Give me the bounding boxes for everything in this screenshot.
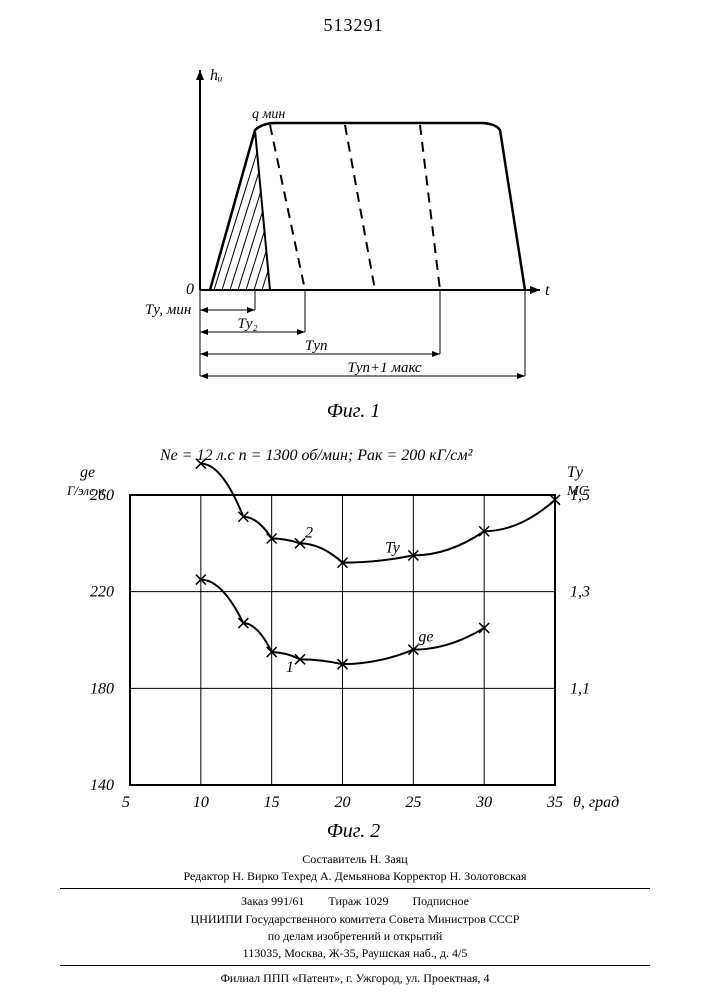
svg-text:θ, град: θ, град bbox=[573, 794, 619, 811]
figure-1-caption: Фиг. 1 bbox=[0, 400, 707, 423]
figure-1-svg: hᵤ t 0 q мин Tу, мин Tу₂ Tуп Tуп+1 макс bbox=[140, 60, 570, 400]
svg-text:MC: MC bbox=[566, 484, 589, 499]
footer-print-info: Заказ 991/61 Тираж 1029 Подписное bbox=[60, 893, 650, 909]
svg-text:180: 180 bbox=[90, 680, 114, 697]
svg-text:Ne = 12 л.с n = 1300 об/мин: Ne = 12 л.с n = 1300 об/мин; Pак = 200 к… bbox=[159, 447, 474, 464]
footer-org-2: по делам изобретений и открытий bbox=[60, 928, 650, 944]
svg-text:Tу, мин: Tу, мин bbox=[145, 302, 191, 318]
figure-2: Ne = 12 л.с n = 1300 об/мин; Pак = 200 к… bbox=[55, 435, 655, 825]
svg-text:ge: ge bbox=[80, 464, 95, 481]
svg-text:2: 2 bbox=[305, 524, 313, 541]
svg-text:q мин: q мин bbox=[252, 107, 285, 122]
footer-branch: Филиал ППП «Патент», г. Ужгород, ул. Про… bbox=[60, 970, 650, 986]
svg-text:Tуп: Tуп bbox=[305, 338, 328, 354]
svg-text:Tу₂: Tу₂ bbox=[238, 316, 258, 332]
figure-2-svg: Ne = 12 л.с n = 1300 об/мин; Pак = 200 к… bbox=[55, 435, 655, 825]
footer-subscription: Подписное bbox=[412, 894, 469, 908]
footer-divider-2 bbox=[60, 965, 650, 966]
svg-text:35: 35 bbox=[546, 794, 563, 811]
footer-editors: Редактор Н. Вирко Техред А. Демьянова Ко… bbox=[60, 868, 650, 884]
svg-text:1,3: 1,3 bbox=[570, 584, 590, 601]
svg-text:Г/элс.ч: Г/элс.ч bbox=[66, 483, 104, 498]
svg-text:5: 5 bbox=[122, 794, 130, 811]
svg-text:25: 25 bbox=[405, 794, 421, 811]
footer-address: 113035, Москва, Ж-35, Раушская наб., д. … bbox=[60, 945, 650, 961]
svg-text:20: 20 bbox=[335, 794, 351, 811]
svg-text:ge: ge bbox=[418, 629, 433, 646]
footer-divider-1 bbox=[60, 888, 650, 889]
footer-compiler: Составитель Н. Заяц bbox=[60, 851, 650, 867]
figure-1: hᵤ t 0 q мин Tу, мин Tу₂ Tуп Tуп+1 макс bbox=[140, 60, 570, 400]
svg-text:hᵤ: hᵤ bbox=[210, 67, 223, 84]
svg-text:Tуп+1 макс: Tуп+1 макс bbox=[348, 360, 422, 376]
svg-text:Ty: Ty bbox=[385, 540, 401, 557]
svg-text:1: 1 bbox=[286, 659, 294, 676]
svg-text:1,1: 1,1 bbox=[570, 680, 590, 697]
svg-text:10: 10 bbox=[193, 794, 209, 811]
footer-org-1: ЦНИИПИ Государственного комитета Совета … bbox=[60, 911, 650, 927]
svg-text:0: 0 bbox=[186, 281, 194, 298]
svg-text:t: t bbox=[545, 282, 550, 299]
footer-tirage: Тираж 1029 bbox=[328, 894, 388, 908]
svg-text:30: 30 bbox=[475, 794, 492, 811]
svg-text:15: 15 bbox=[264, 794, 280, 811]
doc-number: 513291 bbox=[0, 15, 707, 36]
svg-text:140: 140 bbox=[90, 777, 114, 794]
footer-order: Заказ 991/61 bbox=[241, 894, 304, 908]
svg-text:220: 220 bbox=[90, 584, 114, 601]
svg-text:Tу: Tу bbox=[567, 464, 584, 481]
figure-2-caption: Фиг. 2 bbox=[0, 820, 707, 843]
footer: Составитель Н. Заяц Редактор Н. Вирко Те… bbox=[60, 850, 650, 987]
